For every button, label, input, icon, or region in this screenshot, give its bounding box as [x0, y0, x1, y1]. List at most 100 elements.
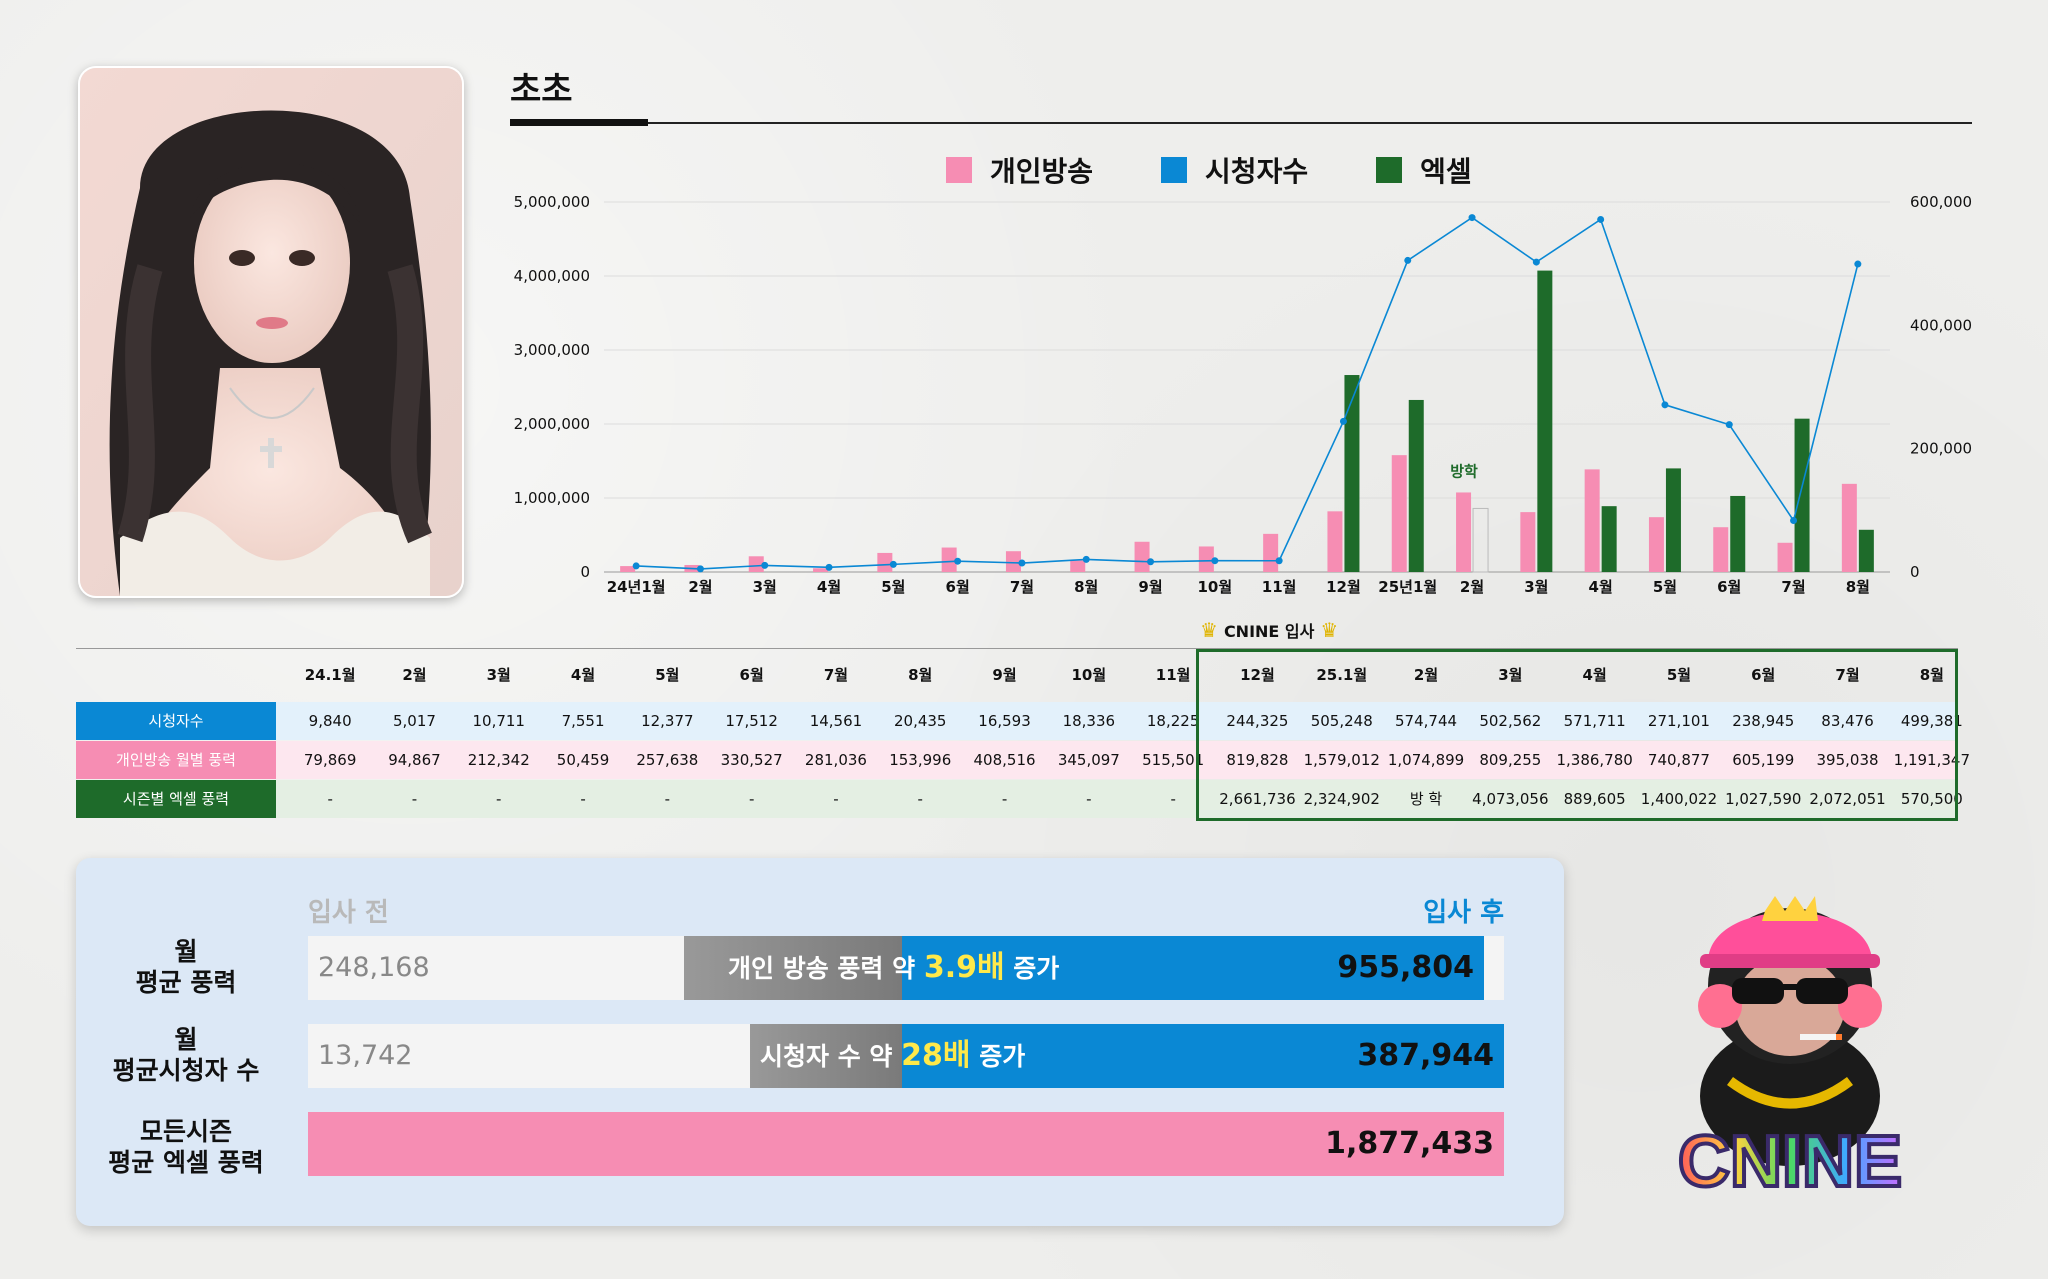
- point-viewers: [1211, 557, 1219, 565]
- x-axis-tick-label: 7월: [1781, 578, 1805, 596]
- crown-icon: ♛: [1200, 618, 1218, 642]
- table-cell: 271,101: [1647, 712, 1710, 730]
- table-cell: 570,500: [1900, 790, 1963, 808]
- point-viewers: [1854, 260, 1862, 268]
- x-axis-tick-label: 6월: [946, 578, 970, 596]
- combo-chart: 0 1,000,000 2,000,000 3,000,000 4,000,000 5,0…: [514, 193, 1972, 596]
- table-cell: 9,840: [308, 712, 352, 730]
- vacation-annotation: 방학: [1450, 462, 1478, 480]
- left-axis-tick-label: 2,000,000: [514, 415, 590, 433]
- point-viewers: [1790, 517, 1798, 525]
- table-cell: 345,097: [1057, 751, 1120, 769]
- table-cell: 5,017: [392, 712, 436, 730]
- page-title: 초초: [510, 70, 573, 110]
- table-cell: -: [580, 790, 586, 808]
- increase-prefix: 시청자 수 약: [760, 1042, 902, 1071]
- table-cell: 515,501: [1142, 751, 1205, 769]
- label-line: 평균 풍력: [135, 968, 237, 997]
- after-segment: [902, 1024, 1504, 1088]
- table-column-header: 5월: [1666, 666, 1692, 684]
- bar-personal-broadcast: [1198, 546, 1214, 572]
- label-line: 월: [174, 937, 198, 966]
- table-cell: -: [327, 790, 333, 808]
- table-column-header: 10월: [1071, 666, 1107, 684]
- table-cell: 153,996: [889, 751, 952, 769]
- summary-panel: 입사 전 입사 후 월 평균 풍력 248,168 개인 방송 풍력 약 3.9…: [76, 858, 1564, 1226]
- bar-personal-broadcast: [1777, 542, 1793, 572]
- table-cell: 395,038: [1816, 751, 1879, 769]
- point-viewers: [1275, 557, 1283, 565]
- right-axis-tick-label: 600,000: [1910, 193, 1972, 211]
- left-axis-tick-label: 4,000,000: [514, 267, 590, 285]
- table-cell: -: [496, 790, 502, 808]
- x-axis-tick-label: 5월: [1653, 578, 1677, 596]
- after-value: 387,944: [1357, 1038, 1494, 1073]
- bar-excel: [1601, 506, 1617, 572]
- bar-personal-broadcast: [1070, 560, 1086, 572]
- table-cell: 1,027,590: [1725, 790, 1802, 808]
- cnine-period-highlight: [1196, 649, 1958, 821]
- before-value: 13,742: [318, 1040, 413, 1071]
- point-viewers: [1468, 214, 1476, 222]
- legend-label: 개인방송: [990, 155, 1094, 188]
- table-cell: 50,459: [556, 751, 610, 769]
- bar-personal-broadcast: [1841, 483, 1857, 572]
- left-axis-tick-label: 3,000,000: [514, 341, 590, 359]
- crown-icon: ♛: [1320, 618, 1339, 642]
- table-cell: -: [664, 790, 671, 808]
- increase-multiplier: 28배: [901, 1038, 971, 1073]
- table-column-header: 4월: [1582, 666, 1607, 684]
- x-axis-tick-label: 6월: [1717, 578, 1741, 596]
- table-column-header: 24.1월: [304, 666, 356, 684]
- bar-excel: [1408, 399, 1424, 572]
- point-viewers: [632, 562, 640, 570]
- increase-suffix: 증가: [970, 1042, 1026, 1071]
- label-line: 월: [174, 1025, 198, 1054]
- legend-label: 엑셀: [1420, 155, 1472, 188]
- table-cell: 605,199: [1732, 751, 1795, 769]
- point-viewers: [954, 557, 962, 565]
- increase-text: 시청자 수 약 28배 증가: [760, 1024, 1025, 1088]
- table-column-header: 3월: [1498, 666, 1523, 684]
- table-cell: 1,074,899: [1387, 751, 1465, 769]
- table-row-label: 시즌별 엑셀 풍력: [76, 780, 276, 818]
- point-viewers: [1661, 401, 1669, 409]
- avg-power-bar: 248,168 개인 방송 풍력 약 3.9배 증가 955,804: [308, 936, 1504, 1000]
- table-cell: 281,036: [804, 751, 867, 769]
- table-cell: 1,386,780: [1556, 751, 1633, 769]
- point-viewers: [825, 563, 833, 571]
- excel-avg-value: 1,877,433: [1325, 1126, 1494, 1161]
- legend-item-excel: 엑셀: [1376, 150, 1472, 190]
- table-cell: 18,225: [1146, 712, 1200, 730]
- bar-personal-broadcast: [813, 568, 829, 572]
- bar-excel: [1858, 529, 1874, 572]
- table-column-header: 11월: [1155, 666, 1191, 684]
- transition-segment: [684, 936, 902, 1000]
- x-axis-tick-label: 3월: [1524, 578, 1548, 596]
- table-column-header: 12월: [1240, 666, 1275, 684]
- after-value: 955,804: [1337, 950, 1474, 985]
- table-cell: 20,435: [893, 712, 947, 730]
- table-cell: 4,073,056: [1472, 790, 1549, 808]
- table-column-header: 6월: [1751, 666, 1776, 684]
- bar-personal-broadcast: [877, 552, 893, 572]
- x-axis-tick-label: 7월: [1010, 578, 1034, 596]
- monkey-mascot-icon: CNINE: [1676, 896, 1904, 1204]
- increase-text: 개인 방송 풍력 약 3.9배 증가: [728, 936, 1059, 1000]
- table-cell: 571,711: [1563, 712, 1626, 730]
- bar-personal-broadcast: [941, 547, 957, 572]
- point-viewers: [889, 560, 897, 568]
- bar-excel: [1794, 418, 1810, 572]
- right-axis-tick-label: 200,000: [1910, 440, 1972, 458]
- increase-prefix: 개인 방송 풍력 약: [728, 954, 924, 983]
- left-axis-tick-label: 1,000,000: [514, 489, 590, 507]
- table-cell: 574,744: [1395, 712, 1458, 730]
- table-row-label: 시청자수: [76, 702, 276, 740]
- table-cell: -: [1001, 790, 1008, 808]
- avg-viewers-bar: 13,742 시청자 수 약 28배 증가 387,944: [308, 1024, 1504, 1088]
- bar-personal-broadcast: [620, 566, 636, 572]
- legend-swatch: [1376, 157, 1403, 183]
- table-cell: -: [1170, 790, 1176, 808]
- bar-personal-broadcast: [1713, 527, 1729, 572]
- summary-row-label: 월 평균 풍력: [76, 936, 296, 998]
